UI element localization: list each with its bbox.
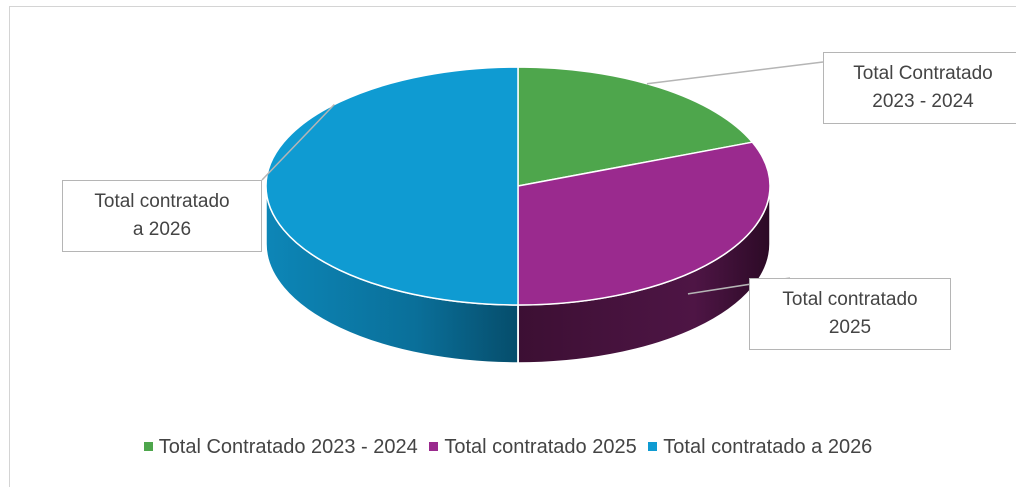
legend-label-1: Total contratado 2025: [444, 436, 637, 458]
pie-slice-1[interactable]: [517, 141, 771, 306]
callout-slice-1: Total contratado 2025: [749, 278, 951, 350]
legend-label-2: Total contratado a 2026: [663, 436, 873, 458]
legend-swatch-2: [648, 442, 658, 451]
chart-frame: [9, 6, 1016, 487]
callout-slice-1-line-2: 2025: [828, 317, 872, 338]
callout-slice-0-line-1: Total Contratado: [853, 63, 993, 84]
leader-line-0: [646, 61, 824, 85]
legend-label-0: Total Contratado 2023 - 2024: [158, 436, 418, 458]
callout-slice-2: Total contratado a 2026: [62, 180, 262, 252]
chart-legend: Total Contratado 2023 - 2024 Total contr…: [0, 436, 1016, 459]
leader-line-2: [261, 104, 335, 181]
legend-item-1[interactable]: Total contratado 2025: [429, 436, 637, 459]
legend-swatch-1: [429, 442, 439, 451]
pie-slice-0[interactable]: [517, 66, 754, 187]
callout-slice-2-line-1: Total contratado: [94, 191, 230, 212]
legend-swatch-0: [143, 442, 153, 451]
callout-slice-2-line-2: a 2026: [132, 219, 192, 240]
callout-slice-1-line-1: Total contratado: [782, 289, 918, 310]
pie-slice-2[interactable]: [265, 66, 519, 306]
callout-slice-0: Total Contratado 2023 - 2024: [823, 52, 1016, 124]
legend-item-0[interactable]: Total Contratado 2023 - 2024: [143, 436, 418, 459]
callout-slice-0-line-2: 2023 - 2024: [872, 91, 974, 112]
legend-item-2[interactable]: Total contratado a 2026: [648, 436, 872, 459]
